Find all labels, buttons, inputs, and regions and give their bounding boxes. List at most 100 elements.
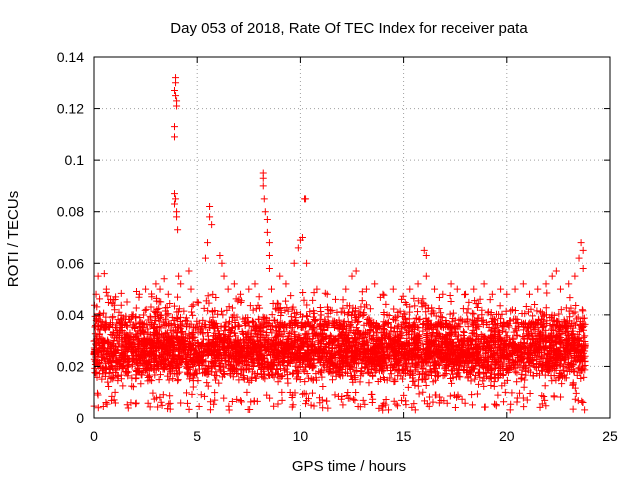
data-point xyxy=(239,357,247,365)
data-point xyxy=(566,362,574,370)
data-point xyxy=(257,327,265,335)
data-point xyxy=(380,318,388,326)
data-point xyxy=(568,330,576,338)
data-point xyxy=(357,372,365,380)
data-point xyxy=(214,310,222,318)
data-point xyxy=(443,322,451,330)
data-point xyxy=(343,392,351,400)
data-point xyxy=(221,335,229,343)
data-point xyxy=(348,272,356,280)
data-point xyxy=(235,360,243,368)
data-point xyxy=(140,330,148,338)
data-point xyxy=(549,323,557,331)
data-point xyxy=(528,357,536,365)
data-point xyxy=(484,309,492,317)
data-point xyxy=(367,320,375,328)
data-point xyxy=(252,374,260,382)
data-point xyxy=(215,330,223,338)
data-point xyxy=(175,351,183,359)
data-point xyxy=(311,330,319,338)
data-point xyxy=(344,363,352,371)
data-point xyxy=(385,334,393,342)
data-point xyxy=(268,285,276,293)
data-point xyxy=(578,323,586,331)
data-point xyxy=(299,288,307,296)
data-point xyxy=(518,319,526,327)
data-point xyxy=(108,361,116,369)
data-point xyxy=(285,350,293,358)
data-point xyxy=(574,397,582,405)
data-point xyxy=(107,295,115,303)
data-point xyxy=(369,346,377,354)
data-point xyxy=(295,332,303,340)
data-point xyxy=(93,389,101,397)
data-point xyxy=(510,315,518,323)
data-point xyxy=(323,290,331,298)
data-point xyxy=(394,322,402,330)
data-point xyxy=(218,259,226,267)
data-point xyxy=(307,401,315,409)
data-point xyxy=(282,346,290,354)
data-point xyxy=(225,318,233,326)
data-point xyxy=(272,324,280,332)
data-point xyxy=(526,347,534,355)
data-point xyxy=(405,354,413,362)
data-point xyxy=(538,367,546,375)
data-point xyxy=(569,379,577,387)
data-point xyxy=(419,388,427,396)
data-point xyxy=(399,375,407,383)
data-point xyxy=(208,221,216,229)
data-point xyxy=(271,354,279,362)
data-point xyxy=(378,403,386,411)
data-point xyxy=(453,393,461,401)
data-point xyxy=(411,381,419,389)
data-point xyxy=(410,294,418,302)
data-point xyxy=(527,329,535,337)
data-point xyxy=(117,311,125,319)
data-point xyxy=(163,311,171,319)
data-point xyxy=(449,315,457,323)
data-point xyxy=(448,340,456,348)
data-point xyxy=(486,296,494,304)
data-point xyxy=(491,328,499,336)
data-point xyxy=(456,354,464,362)
data-point xyxy=(107,342,115,350)
chart-title: Day 053 of 2018, Rate Of TEC Index for r… xyxy=(170,20,528,37)
data-point xyxy=(435,294,443,302)
data-point xyxy=(414,382,422,390)
data-point xyxy=(452,332,460,340)
data-point xyxy=(505,342,513,350)
data-point xyxy=(324,350,332,358)
data-point xyxy=(410,323,418,331)
data-point xyxy=(204,332,212,340)
data-point xyxy=(113,356,121,364)
data-point xyxy=(359,312,367,320)
data-point xyxy=(520,383,528,391)
data-point xyxy=(153,346,161,354)
data-point xyxy=(252,305,260,313)
data-point xyxy=(311,317,319,325)
data-point xyxy=(454,392,462,400)
data-point xyxy=(359,396,367,404)
data-point xyxy=(413,331,421,339)
data-point xyxy=(537,366,545,374)
data-point xyxy=(578,342,586,350)
data-point xyxy=(106,365,114,373)
data-point xyxy=(384,320,392,328)
data-point xyxy=(166,392,174,400)
data-point xyxy=(578,366,586,374)
data-point xyxy=(482,334,490,342)
data-point xyxy=(182,330,190,338)
data-point xyxy=(508,389,516,397)
data-point xyxy=(567,322,575,330)
data-point xyxy=(235,376,243,384)
data-point xyxy=(372,366,380,374)
data-point xyxy=(152,280,160,288)
data-point xyxy=(199,369,207,377)
data-point xyxy=(181,316,189,324)
data-point xyxy=(490,378,498,386)
data-point xyxy=(257,365,265,373)
data-point xyxy=(485,338,493,346)
data-point xyxy=(146,373,154,381)
data-point xyxy=(202,297,210,305)
